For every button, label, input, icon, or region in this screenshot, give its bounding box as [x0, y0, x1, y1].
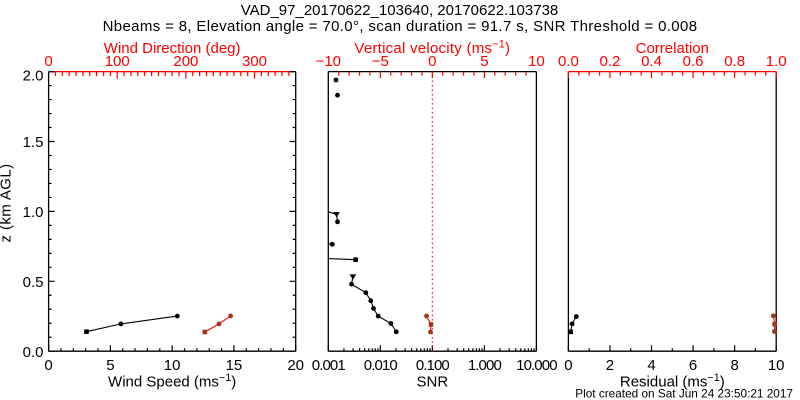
svg-text:0: 0	[44, 53, 52, 70]
svg-text:0: 0	[428, 53, 436, 70]
svg-text:0.001: 0.001	[312, 357, 346, 374]
svg-text:10.000: 10.000	[516, 357, 557, 374]
svg-text:SNR: SNR	[417, 374, 449, 391]
svg-text:0.100: 0.100	[416, 357, 450, 374]
svg-text:1.0: 1.0	[766, 53, 787, 70]
svg-text:Correlation: Correlation	[636, 40, 709, 57]
svg-text:Residual (ms−1): Residual (ms−1)	[620, 372, 725, 390]
svg-text:1.5: 1.5	[23, 134, 44, 151]
svg-text:−10: −10	[316, 53, 341, 70]
svg-text:0.8: 0.8	[724, 53, 745, 70]
svg-text:5: 5	[106, 357, 114, 374]
svg-text:0.010: 0.010	[364, 357, 398, 374]
svg-text:2.0: 2.0	[23, 68, 44, 85]
svg-text:0: 0	[44, 357, 52, 374]
svg-text:Wind Speed (ms−1): Wind Speed (ms−1)	[108, 372, 236, 390]
svg-text:0.4: 0.4	[641, 53, 662, 70]
svg-text:300: 300	[242, 53, 267, 70]
svg-text:Plot created on Sat Jun 24 23:: Plot created on Sat Jun 24 23:50:21 2017	[575, 387, 793, 400]
svg-text:10: 10	[768, 357, 785, 374]
svg-text:100: 100	[105, 53, 130, 70]
svg-text:5: 5	[480, 53, 488, 70]
svg-text:−5: −5	[372, 53, 389, 70]
svg-text:20: 20	[287, 357, 304, 374]
svg-text:0.0: 0.0	[558, 53, 579, 70]
svg-text:Nbeams = 8, Elevation angle =: Nbeams = 8, Elevation angle = 70.0°, sca…	[103, 18, 698, 35]
svg-text:0: 0	[564, 357, 572, 374]
svg-text:VAD_97_20170622_103640, 201706: VAD_97_20170622_103640, 20170622.103738	[241, 2, 559, 19]
svg-text:0.0: 0.0	[23, 344, 44, 361]
svg-text:1.000: 1.000	[468, 357, 502, 374]
svg-text:Vertical velocity (ms−1): Vertical velocity (ms−1)	[354, 39, 510, 57]
svg-text:15: 15	[226, 357, 243, 374]
svg-text:10: 10	[528, 53, 545, 70]
svg-text:6: 6	[689, 357, 697, 374]
svg-text:2: 2	[606, 357, 614, 374]
svg-text:200: 200	[173, 53, 198, 70]
svg-text:0.6: 0.6	[683, 53, 704, 70]
svg-text:0.5: 0.5	[23, 274, 44, 291]
svg-text:1.0: 1.0	[23, 204, 44, 221]
svg-text:8: 8	[730, 357, 738, 374]
svg-text:0.2: 0.2	[600, 53, 621, 70]
svg-text:z (km AGL): z (km AGL)	[0, 163, 15, 242]
svg-text:10: 10	[164, 357, 181, 374]
svg-text:Wind Direction (deg): Wind Direction (deg)	[104, 40, 241, 57]
svg-text:4: 4	[647, 357, 655, 374]
